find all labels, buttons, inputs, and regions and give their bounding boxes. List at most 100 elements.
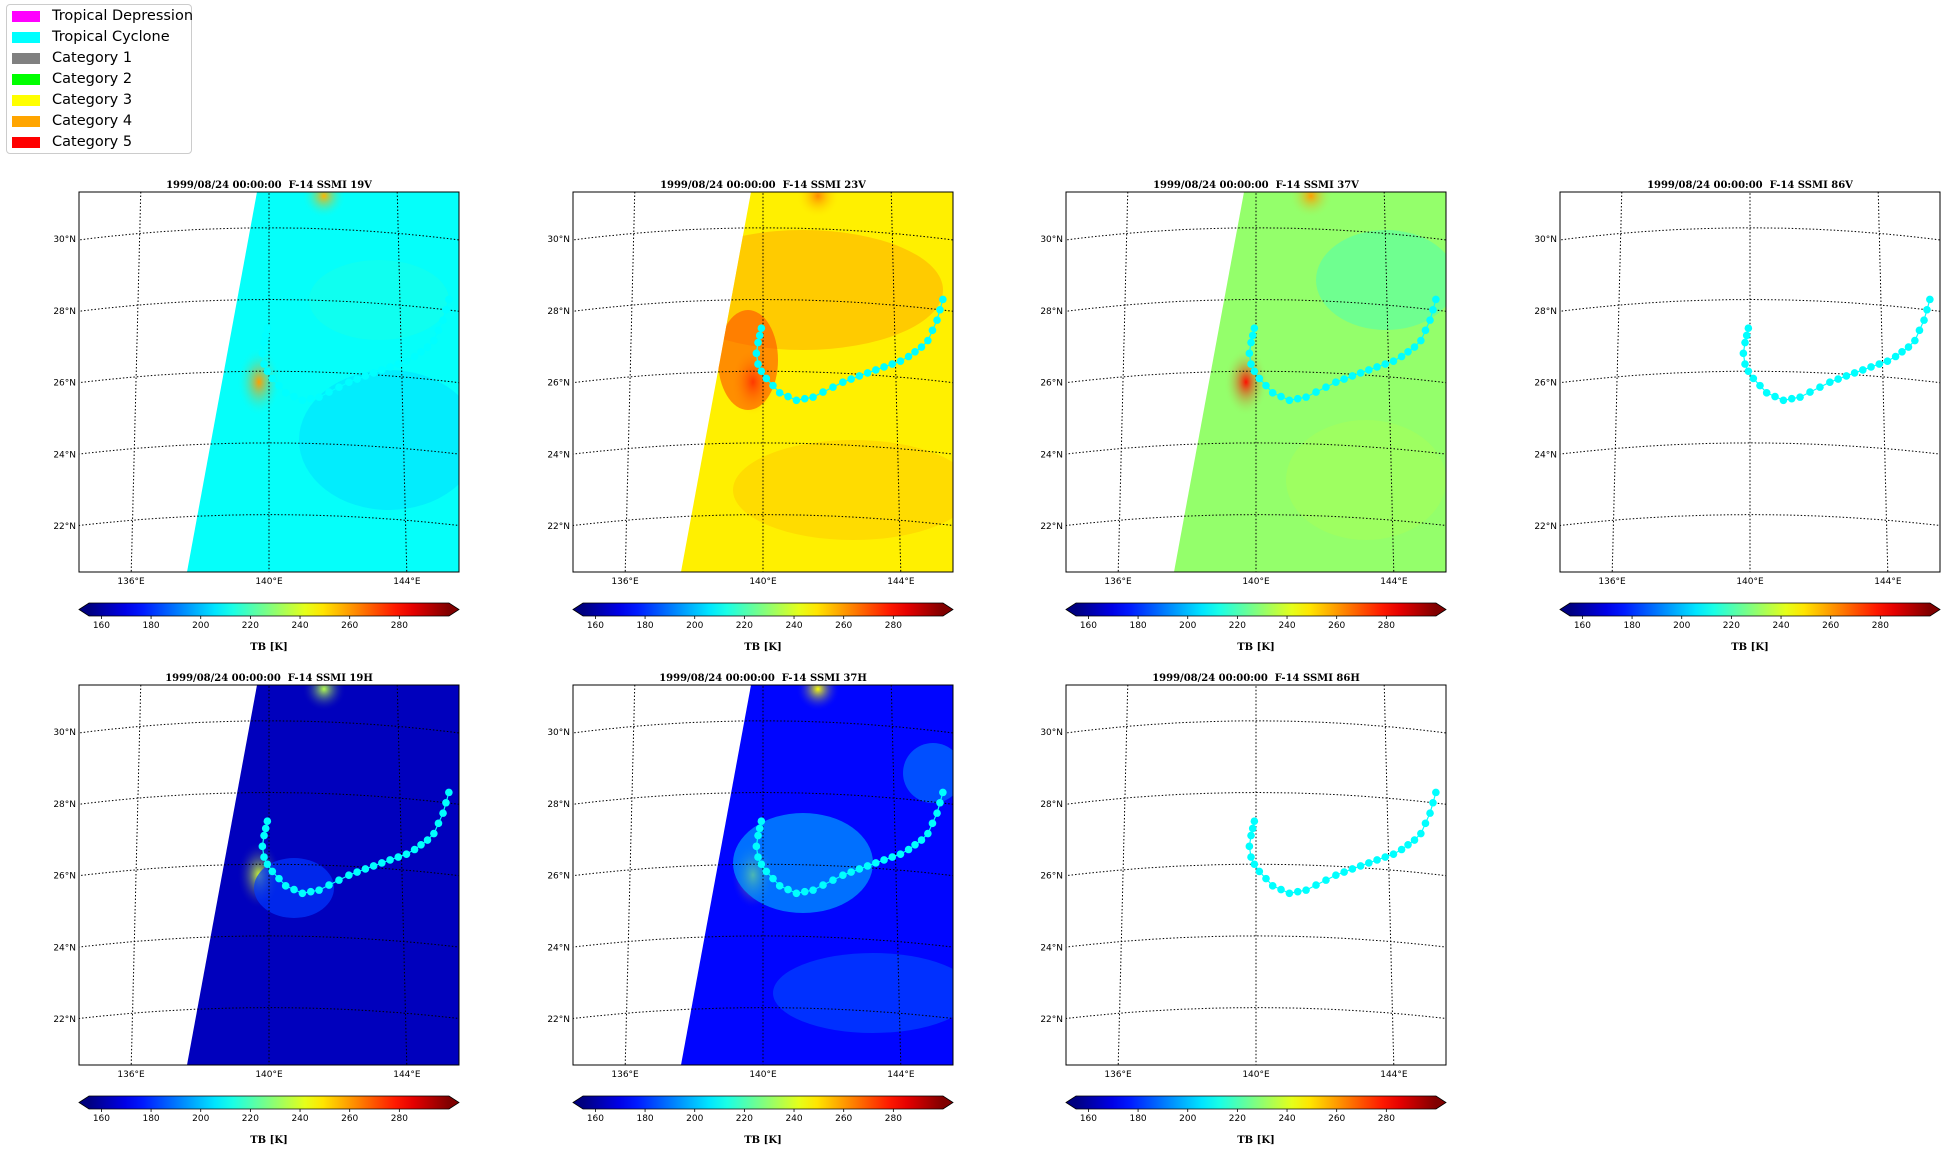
lon-tick-label: 144°E	[1380, 577, 1408, 587]
legend-label: Category 1	[52, 50, 133, 66]
track-point	[754, 853, 762, 861]
colorbar-tick-label: 280	[391, 621, 408, 631]
track-point	[784, 392, 792, 401]
tb-swath	[1174, 192, 1446, 572]
track-point	[1429, 305, 1437, 314]
colorbar-tick-label: 280	[885, 621, 902, 631]
colorbar-tick-label: 160	[93, 1114, 110, 1124]
colorbar-tick-label: 260	[1822, 621, 1839, 631]
colorbar: 160 180 200 220 240 260 280	[572, 1095, 954, 1124]
track-point	[1911, 336, 1919, 345]
tb-panel: 1999/08/24 00:00:00 F-14 SSMI 86V 30°N 28°…	[1534, 180, 1947, 660]
track-point	[263, 324, 272, 333]
lat-tick-label: 26°N	[1040, 379, 1063, 389]
track-point	[829, 876, 837, 884]
track-point	[298, 396, 307, 405]
track-point	[402, 357, 411, 365]
track-point	[258, 349, 267, 358]
colorbar: 160 180 200 220 240 260 280	[1559, 602, 1941, 631]
track-point	[1923, 305, 1931, 314]
track-point	[792, 396, 801, 405]
track-point	[281, 389, 290, 397]
track-point	[936, 798, 944, 807]
track-point	[809, 393, 817, 401]
track-point	[855, 372, 864, 380]
track-point	[361, 865, 370, 873]
track-point	[863, 369, 872, 377]
track-point	[769, 381, 777, 390]
colorbar-tick-label: 160	[587, 621, 604, 631]
colorbar-label: TB [K]	[250, 1135, 288, 1146]
track-point	[757, 367, 766, 376]
track-point	[1250, 860, 1259, 869]
track-point	[1255, 374, 1264, 383]
track-point	[754, 360, 762, 368]
colorbar-tick-label: 280	[1872, 621, 1889, 631]
track-point	[1859, 366, 1867, 374]
legend-label: Category 2	[52, 71, 133, 87]
track-point	[1312, 881, 1320, 889]
colorbar-tick-label: 220	[1229, 621, 1246, 631]
lat-tick-label: 22°N	[1534, 522, 1557, 532]
track-point	[1322, 876, 1330, 884]
track-point	[394, 853, 403, 861]
track-point	[410, 352, 419, 361]
track-point	[1389, 850, 1398, 858]
track-point	[1247, 360, 1255, 368]
lat-tick-label: 24°N	[53, 450, 76, 460]
track-point	[1332, 871, 1340, 880]
map-svg: 30°N 28°N 26°N 24°N 22°N 136°E 140°E 144°E 160 18…	[1534, 191, 1941, 631]
track-point	[275, 874, 283, 883]
track-point	[261, 824, 270, 833]
track-point	[924, 336, 932, 345]
track-point	[1779, 396, 1788, 405]
track-point	[1348, 372, 1357, 380]
track-point	[1744, 367, 1753, 376]
lon-tick-label: 136°E	[1598, 577, 1626, 587]
track-point	[1397, 352, 1406, 361]
track-point	[754, 831, 762, 840]
lon-tick-label: 136°E	[611, 1070, 639, 1080]
track-point	[1739, 349, 1748, 358]
track-point	[325, 388, 333, 396]
track-point	[1421, 819, 1430, 828]
colorbar-tick-label: 180	[1623, 621, 1640, 631]
track-point	[1262, 381, 1270, 390]
track-point	[1410, 836, 1419, 844]
track-point	[752, 349, 761, 358]
track-point	[888, 360, 897, 368]
colorbar: 160 180 200 220 240 260 280	[78, 1095, 460, 1124]
track-point	[335, 876, 343, 884]
lat-tick-label: 26°N	[547, 872, 570, 882]
colorbar-tick-label: 280	[391, 1114, 408, 1124]
storm-category-legend: Tropical Depression Tropical Cyclone Categ…	[6, 4, 193, 154]
track-point	[439, 809, 447, 817]
colorbar-tick-label: 200	[192, 621, 209, 631]
lat-tick-label: 26°N	[53, 872, 76, 882]
lat-tick-label: 26°N	[1040, 872, 1063, 882]
track-point	[1915, 326, 1924, 335]
track-point	[1247, 338, 1255, 347]
track-point	[1926, 295, 1934, 304]
legend-swatch	[12, 32, 40, 43]
track-point	[924, 829, 932, 838]
track-point	[1432, 295, 1440, 304]
panel-title: 1999/08/24 00:00:00 F-14 SSMI 23V	[660, 180, 866, 191]
colorbar-tick-label: 260	[341, 1114, 358, 1124]
lon-tick-label: 144°E	[1874, 577, 1902, 587]
track-point	[1277, 885, 1285, 894]
track-point	[1365, 859, 1373, 867]
colorbar-label: TB [K]	[744, 642, 782, 653]
track-point	[1404, 840, 1412, 849]
track-point	[1744, 324, 1753, 333]
track-point	[1245, 349, 1254, 358]
track-point	[1421, 326, 1430, 335]
track-point	[757, 324, 766, 333]
track-point	[1741, 338, 1749, 347]
legend-swatch	[12, 116, 40, 127]
lat-tick-label: 30°N	[547, 728, 570, 738]
track-point	[417, 840, 425, 849]
graticule	[1560, 192, 1940, 572]
track-point	[1742, 331, 1751, 340]
map-svg: 30°N 28°N 26°N 24°N 22°N 136°E 140°E 144°E 160 18…	[53, 191, 460, 631]
